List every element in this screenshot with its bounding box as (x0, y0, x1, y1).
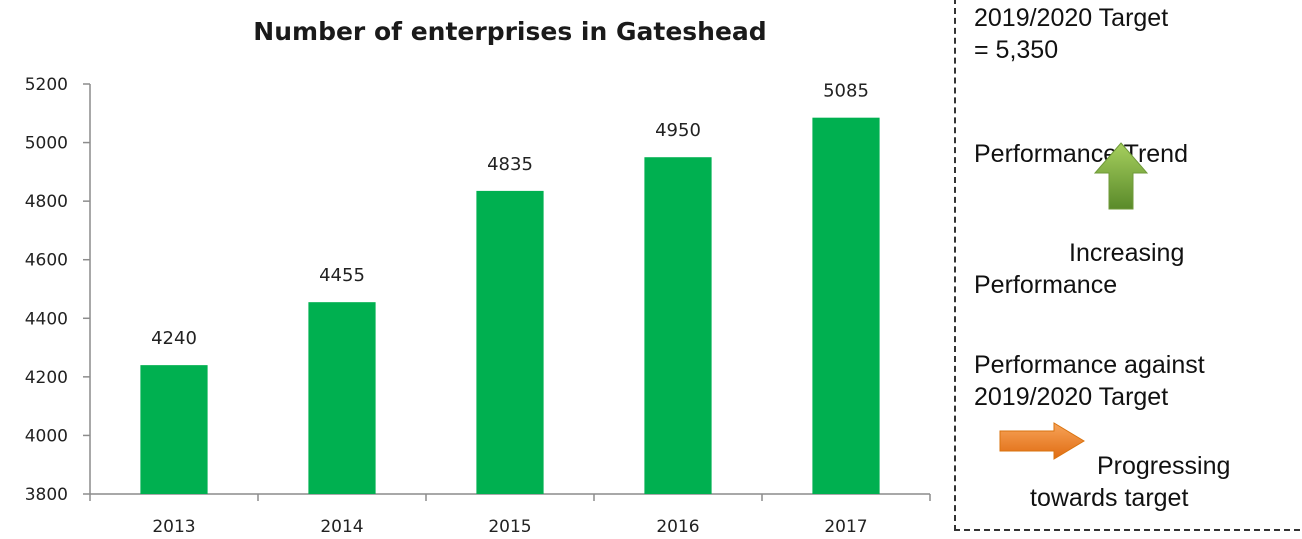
bar-2016 (644, 157, 712, 494)
against-status-line2: towards target (1030, 484, 1189, 512)
y-tick-label: 5200 (25, 75, 68, 95)
y-axis: 3800 4000 4200 4400 4600 4800 5000 5200 (25, 75, 91, 505)
y-tick-label: 4800 (25, 192, 68, 212)
y-tick-label: 4600 (25, 251, 68, 271)
against-heading-line2: 2019/2020 Target (974, 383, 1169, 411)
x-tick-label: 2016 (656, 517, 699, 537)
x-tick-label: 2015 (488, 517, 531, 537)
x-axis: 2013 2014 2015 2016 2017 (89, 493, 931, 537)
performance-panel: 2019/2020 Target = 5,350 Performance Tre… (954, 0, 1300, 531)
data-label-2013: 4240 (151, 328, 197, 349)
up-arrow-icon (1093, 142, 1149, 210)
against-status-line1: Progressing (1097, 452, 1231, 480)
target-label: 2019/2020 Target (974, 4, 1169, 32)
y-tick-label: 4000 (25, 426, 68, 446)
y-tick-label: 3800 (25, 485, 68, 505)
trend-heading: Performance Trend (974, 140, 1188, 168)
bar-2015 (476, 190, 544, 494)
y-tick-label: 5000 (25, 134, 68, 154)
y-tick-label: 4200 (25, 368, 68, 388)
bar-chart: Number of enterprises in Gateshead 3800 4… (25, 17, 931, 537)
bar-2014 (308, 302, 376, 494)
against-heading-line1: Performance against (974, 351, 1205, 379)
bars: 4240 4455 4835 4950 5085 (140, 81, 880, 494)
x-tick-label: 2017 (824, 517, 867, 537)
data-label-2015: 4835 (487, 154, 533, 175)
target-value: = 5,350 (974, 36, 1059, 64)
data-label-2014: 4455 (319, 265, 365, 286)
y-tick-label: 4400 (25, 309, 68, 329)
data-label-2016: 4950 (655, 120, 701, 141)
data-label-2017: 5085 (823, 81, 869, 102)
chart-title: Number of enterprises in Gateshead (253, 17, 766, 46)
trend-status-line2: Performance (974, 271, 1118, 299)
x-tick-label: 2013 (152, 517, 195, 537)
bar-2013 (140, 365, 208, 494)
right-arrow-icon (999, 422, 1085, 460)
bar-2017 (812, 117, 880, 494)
x-tick-label: 2014 (320, 517, 363, 537)
trend-status-line1: Increasing (1069, 239, 1185, 267)
